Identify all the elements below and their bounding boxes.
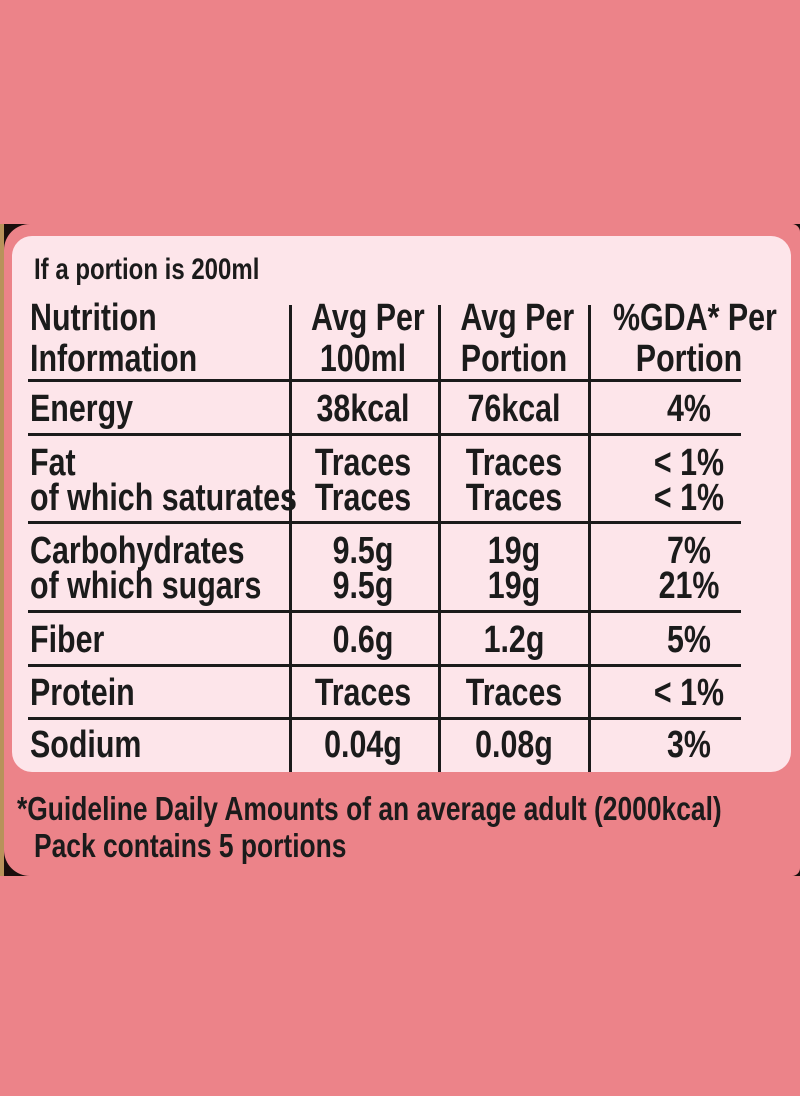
row-saturates-portion: Traces <box>465 477 563 519</box>
row-divider-fat <box>28 521 741 524</box>
row-sodium-name: Sodium <box>30 724 142 766</box>
header-per100-line2: 100ml <box>319 338 407 380</box>
row-fat-name: Fat <box>30 442 76 484</box>
gda-footnote: *Guideline Daily Amounts of an average a… <box>17 790 722 827</box>
row-carbohydrates-portion: 19g <box>487 530 541 572</box>
portion-note: If a portion is 200ml <box>34 253 260 286</box>
row-sugars-portion: 19g <box>487 565 541 607</box>
column-divider-2 <box>438 305 441 772</box>
pack-portions-note: Pack contains 5 portions <box>34 827 347 864</box>
row-fat-portion: Traces <box>465 442 563 484</box>
header-portion-line1: Avg Per <box>460 297 575 339</box>
header-gda-line1: %GDA* Per <box>613 297 777 339</box>
row-divider-protein <box>28 717 741 720</box>
row-sugars-name: of which sugars <box>30 565 262 607</box>
row-divider-header <box>28 379 741 382</box>
row-fat-per100: Traces <box>314 442 412 484</box>
row-carbohydrates-gda: 7% <box>667 530 711 572</box>
row-fiber-per100: 0.6g <box>332 619 394 661</box>
row-fiber-gda: 5% <box>667 619 711 661</box>
header-portion-line2: Portion <box>460 338 568 380</box>
row-fat-gda: < 1% <box>653 442 725 484</box>
row-carbohydrates-name: Carbohydrates <box>30 530 245 572</box>
row-fiber-portion: 1.2g <box>483 619 545 661</box>
row-saturates-gda: < 1% <box>653 477 725 519</box>
row-energy-gda: 4% <box>667 388 711 430</box>
row-divider-carbs <box>28 610 741 613</box>
row-divider-energy <box>28 433 741 436</box>
row-sodium-portion: 0.08g <box>475 724 553 766</box>
header-per100-line1: Avg Per <box>311 297 425 339</box>
nutrition-table-card <box>12 236 791 772</box>
row-protein-portion: Traces <box>465 672 563 714</box>
column-divider-3 <box>588 305 591 772</box>
column-divider-1 <box>289 305 292 772</box>
row-energy-portion: 76kcal <box>467 388 561 430</box>
row-sodium-gda: 3% <box>667 724 711 766</box>
row-energy-name: Energy <box>30 388 134 430</box>
header-nutrition-line1: Nutrition <box>30 297 157 339</box>
row-energy-per100: 38kcal <box>316 388 410 430</box>
header-nutrition-line2: Information <box>30 338 198 380</box>
row-saturates-name: of which saturates <box>30 477 297 519</box>
row-sugars-gda: 21% <box>658 565 720 607</box>
row-fiber-name: Fiber <box>30 619 105 661</box>
row-saturates-per100: Traces <box>314 477 412 519</box>
header-gda-line2: Portion <box>635 338 743 380</box>
row-sugars-per100: 9.5g <box>332 565 394 607</box>
row-protein-gda: < 1% <box>653 672 725 714</box>
row-sodium-per100: 0.04g <box>324 724 402 766</box>
row-divider-fiber <box>28 664 741 667</box>
row-protein-per100: Traces <box>314 672 412 714</box>
row-protein-name: Protein <box>30 672 135 714</box>
row-carbohydrates-per100: 9.5g <box>332 530 394 572</box>
